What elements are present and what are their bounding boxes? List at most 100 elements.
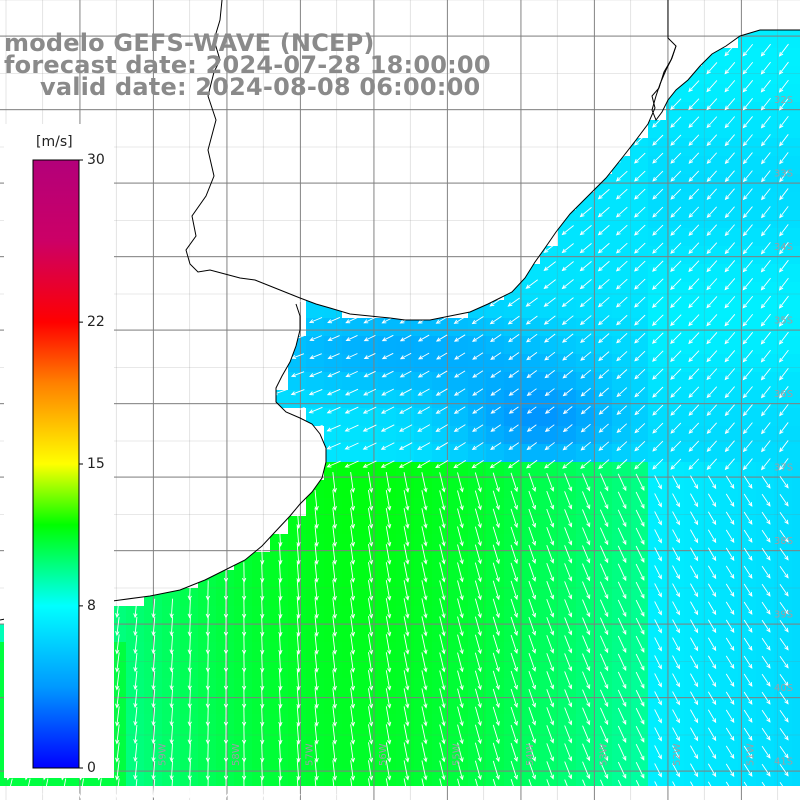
wind-speed-cell — [576, 678, 594, 696]
wind-speed-cell — [504, 750, 522, 768]
wind-arrow — [742, 61, 754, 75]
wind-arrow — [778, 313, 789, 327]
wind-arrow — [439, 742, 446, 763]
wind-speed-cell — [594, 750, 612, 768]
wind-speed-cell — [162, 642, 180, 660]
wind-arrow — [652, 188, 664, 200]
wind-arrow — [457, 580, 464, 601]
wind-arrow — [453, 460, 467, 469]
wind-speed-cell — [720, 300, 738, 318]
wind-speed-cell — [666, 264, 684, 282]
wind-arrow — [314, 706, 319, 727]
wind-arrow — [278, 778, 283, 799]
wind-arrow — [688, 386, 700, 398]
wind-speed-cell — [648, 210, 666, 228]
wind-speed-cell — [558, 660, 576, 678]
wind-speed-cell — [756, 30, 774, 48]
wind-speed-cell — [522, 282, 540, 300]
wind-speed-cell — [522, 588, 540, 606]
wind-speed-cell — [702, 354, 720, 372]
wind-arrow — [544, 351, 556, 361]
wind-arrow — [296, 616, 301, 637]
wind-arrow — [260, 544, 265, 565]
wind-arrow — [296, 580, 301, 601]
wind-arrow — [779, 728, 789, 741]
wind-arrow — [492, 634, 500, 655]
wind-speed-cell — [594, 462, 612, 480]
latitude-label: 41S — [774, 757, 793, 768]
wind-speed-cell — [522, 444, 540, 462]
wind-speed-cell — [756, 606, 774, 624]
wind-speed-cell — [720, 750, 738, 768]
wind-speed-cell — [450, 480, 468, 498]
wind-speed-cell — [504, 642, 522, 660]
wind-arrow — [169, 616, 174, 637]
wind-arrow — [528, 490, 537, 510]
wind-arrow — [654, 637, 662, 652]
wind-arrow — [654, 655, 662, 670]
wind-speed-cell — [576, 444, 594, 462]
wind-arrow — [528, 779, 536, 798]
latitude-label: 37S — [774, 463, 793, 474]
wind-arrow — [508, 406, 519, 414]
wind-speed-cell — [450, 588, 468, 606]
wind-arrow — [561, 315, 574, 325]
wind-speed-cell — [756, 138, 774, 156]
wind-arrow — [761, 637, 771, 651]
wind-speed-cell — [738, 138, 756, 156]
wind-arrow — [435, 442, 449, 450]
wind-arrow — [350, 507, 356, 529]
wind-speed-cell — [576, 462, 594, 480]
wind-speed-cell — [630, 462, 648, 480]
wind-arrow — [296, 724, 301, 745]
wind-arrow — [742, 260, 753, 273]
wind-speed-cell — [648, 120, 666, 138]
wind-speed-cell — [648, 732, 666, 750]
wind-speed-cell — [432, 714, 450, 732]
wind-arrow — [617, 707, 627, 725]
wind-arrow — [724, 314, 736, 327]
wind-arrow — [278, 652, 283, 673]
wind-arrow — [779, 674, 789, 687]
wind-speed-cell — [774, 660, 792, 678]
wind-speed-cell — [792, 300, 800, 318]
wind-arrow — [652, 170, 664, 182]
wind-arrow — [453, 442, 466, 450]
wind-speed-cell — [612, 354, 630, 372]
wind-arrow — [350, 670, 356, 691]
wind-arrow — [169, 652, 174, 673]
wind-speed-cell — [468, 336, 486, 354]
wind-arrow — [489, 297, 502, 307]
wind-arrow — [654, 745, 662, 760]
wind-arrow — [457, 616, 464, 637]
wind-arrow — [332, 544, 337, 565]
wind-arrow — [471, 442, 484, 451]
wind-arrow — [690, 637, 699, 652]
wind-arrow — [634, 260, 646, 272]
wind-arrow — [344, 442, 359, 450]
wind-speed-cell — [792, 210, 800, 228]
wind-arrow — [435, 316, 448, 324]
land-north — [0, 0, 676, 320]
wind-arrow — [579, 315, 592, 326]
wind-arrow — [453, 388, 466, 396]
wind-arrow — [635, 689, 645, 707]
latitude-label: 39S — [774, 610, 793, 621]
wind-arrow — [115, 634, 120, 655]
wind-arrow — [617, 527, 627, 546]
wind-arrow — [474, 508, 482, 529]
wind-speed-cell — [486, 462, 504, 480]
wind-arrow — [761, 458, 771, 471]
wind-speed-cell — [702, 264, 720, 282]
wind-speed-cell — [666, 354, 684, 372]
wind-arrow — [690, 763, 699, 778]
wind-speed-cell — [648, 642, 666, 660]
wind-arrow — [707, 475, 717, 490]
wind-arrow — [580, 369, 592, 379]
wind-speed-cell — [792, 156, 800, 174]
wind-speed-cell — [702, 408, 720, 426]
wind-arrow — [743, 511, 753, 525]
wind-speed-cell — [756, 300, 774, 318]
